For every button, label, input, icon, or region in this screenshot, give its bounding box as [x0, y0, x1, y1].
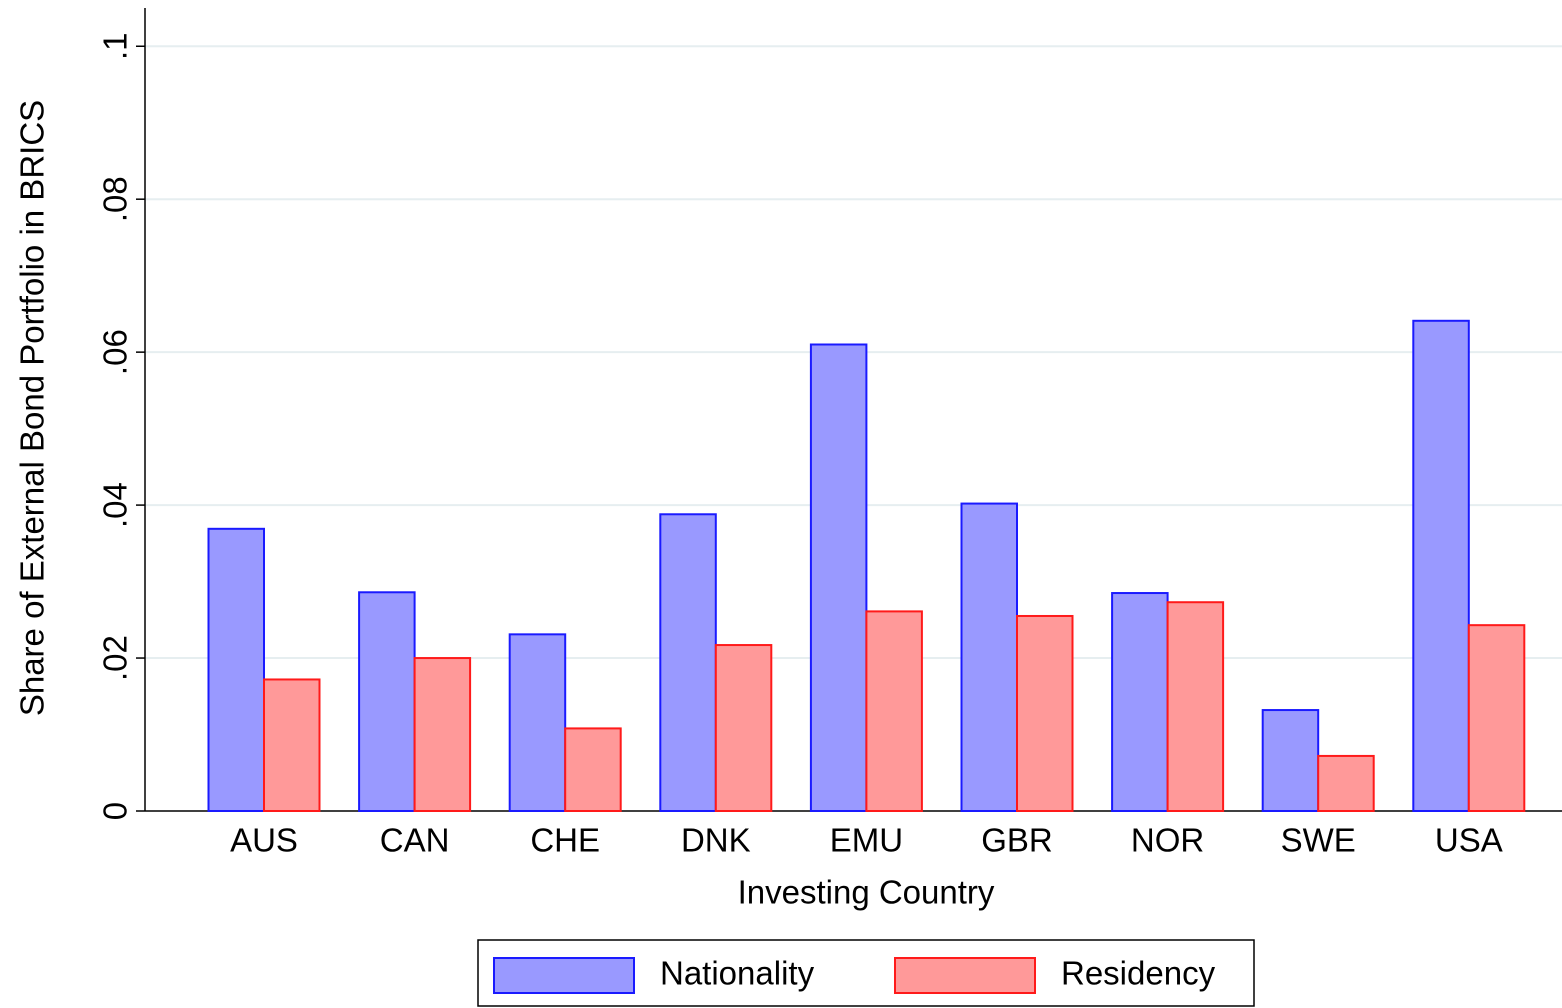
- x-tick-label: AUS: [230, 822, 298, 859]
- x-tick-label: CAN: [380, 822, 450, 859]
- legend-label: Nationality: [660, 955, 815, 992]
- bar: [413, 657, 472, 812]
- bar: [1412, 319, 1470, 812]
- x-tick-label: NOR: [1131, 822, 1204, 859]
- y-tick-label: .02: [97, 635, 134, 681]
- bar: [207, 527, 265, 812]
- y-tick-label: .06: [97, 329, 134, 375]
- x-tick-label: EMU: [830, 822, 903, 859]
- bar: [1111, 592, 1169, 812]
- x-tick-label: SWE: [1281, 822, 1356, 859]
- bar: [714, 644, 773, 813]
- y-axis-title: Share of External Bond Portfolio in BRIC…: [14, 100, 51, 716]
- x-axis-title: Investing Country: [738, 874, 995, 911]
- bar: [508, 633, 567, 813]
- legend-label: Residency: [1061, 955, 1216, 992]
- bar: [809, 343, 868, 812]
- legend-key: [493, 957, 635, 994]
- x-tick-label: CHE: [530, 822, 600, 859]
- bar: [263, 678, 321, 812]
- bar: [564, 727, 622, 812]
- y-tick-label: .08: [97, 176, 134, 222]
- x-tick-label: GBR: [981, 822, 1053, 859]
- bar: [1261, 709, 1320, 813]
- bar: [1016, 614, 1074, 812]
- y-tick-label: .04: [97, 482, 134, 528]
- legend-key: [894, 957, 1036, 994]
- bar: [865, 610, 923, 813]
- bar: [1166, 601, 1225, 812]
- y-tick-label: 0: [97, 802, 134, 820]
- bar: [1317, 754, 1375, 812]
- bar: [1467, 624, 1526, 812]
- bar: [358, 591, 416, 812]
- y-tick-label: .1: [97, 32, 134, 60]
- x-tick-label: DNK: [681, 822, 751, 859]
- bar: [960, 502, 1018, 812]
- x-tick-label: USA: [1435, 822, 1503, 859]
- bar: [659, 513, 717, 813]
